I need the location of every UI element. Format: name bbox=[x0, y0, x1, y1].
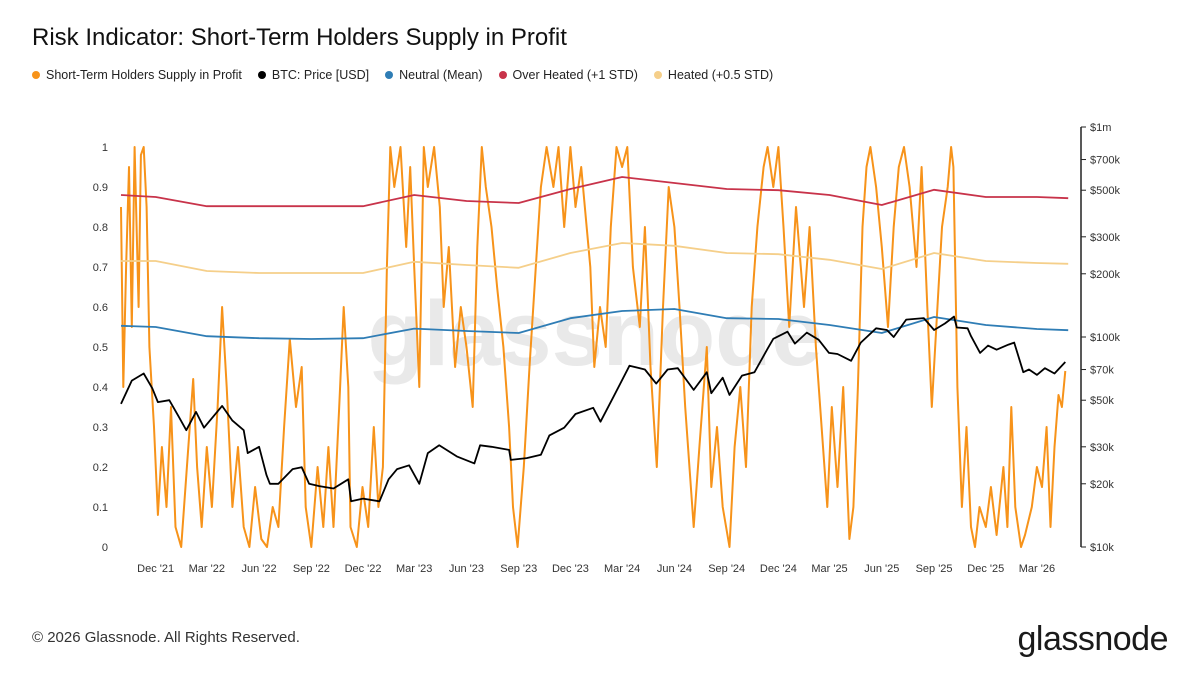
y-left-tick-label: 0.8 bbox=[93, 222, 108, 234]
footer-copyright: © 2026 Glassnode. All Rights Reserved. bbox=[32, 629, 300, 646]
y-right-tick-label: $300k bbox=[1090, 232, 1120, 244]
legend-item-over-heated[interactable]: Over Heated (+1 STD) bbox=[498, 68, 638, 82]
legend-item-heated[interactable]: Heated (+0.5 STD) bbox=[653, 68, 774, 82]
x-tick-label: Jun '24 bbox=[657, 563, 692, 575]
y-left-tick-label: 0.3 bbox=[93, 422, 108, 434]
y-right-tick-label: $700k bbox=[1090, 155, 1120, 167]
legend-dot-red bbox=[498, 71, 507, 79]
x-tick-label: Sep '23 bbox=[500, 563, 537, 575]
right-axis: $10k $20k $30k $50k $70k $100k $200k $300k $500k… bbox=[1080, 122, 1120, 554]
x-tick-label: Mar '23 bbox=[396, 563, 432, 575]
legend-dot-black bbox=[257, 71, 266, 79]
x-tick-label: Jun '22 bbox=[241, 563, 276, 575]
watermark-text: glassnode bbox=[367, 283, 822, 385]
x-tick-label: Dec '23 bbox=[552, 563, 589, 575]
legend-label: Neutral (Mean) bbox=[399, 68, 483, 82]
y-right-tick-label: $200k bbox=[1090, 269, 1120, 281]
legend-label: BTC: Price [USD] bbox=[271, 68, 370, 82]
series-layer bbox=[120, 146, 1069, 548]
x-tick-label: Mar '25 bbox=[811, 563, 847, 575]
x-tick-label: Sep '22 bbox=[293, 563, 330, 575]
series-sth-supply-line bbox=[120, 146, 1067, 548]
legend-label: Short-Term Holders Supply in Profit bbox=[46, 68, 242, 82]
legend-dot-yellow bbox=[653, 71, 662, 79]
x-tick-label: Sep '24 bbox=[708, 563, 745, 575]
x-tick-label: Dec '25 bbox=[967, 563, 1004, 575]
legend-label: Over Heated (+1 STD) bbox=[512, 68, 638, 82]
y-right-tick-label: $70k bbox=[1090, 365, 1114, 377]
y-right-tick-label: $1m bbox=[1090, 122, 1111, 134]
brand-logo: glassnode bbox=[1017, 620, 1168, 658]
chart-legend: Short-Term Holders Supply in Profit BTC:… bbox=[32, 68, 773, 82]
y-right-tick-label: $100k bbox=[1090, 332, 1120, 344]
x-tick-label: Sep '25 bbox=[916, 563, 953, 575]
y-left-tick-label: 0 bbox=[102, 542, 108, 554]
x-tick-label: Mar '24 bbox=[604, 563, 640, 575]
series-btc-price-line bbox=[120, 315, 1066, 503]
y-right-tick-label: $30k bbox=[1090, 442, 1114, 454]
legend-dot-orange bbox=[32, 71, 40, 79]
y-left-tick-label: 0.9 bbox=[93, 182, 108, 194]
x-tick-label: Jun '23 bbox=[449, 563, 484, 575]
y-right-tick-label: $500k bbox=[1090, 185, 1120, 197]
x-tick-label: Mar '26 bbox=[1019, 563, 1055, 575]
x-tick-label: Dec '22 bbox=[345, 563, 382, 575]
x-tick-label: Dec '24 bbox=[760, 563, 797, 575]
x-axis: Dec '21 Mar '22 Jun '22 Sep '22 Dec '22 Mar '… bbox=[137, 563, 1055, 575]
legend-item-sth-supply[interactable]: Short-Term Holders Supply in Profit bbox=[32, 68, 242, 82]
left-axis: 0 0.1 0.2 0.3 0.4 0.5 0.6 0.7 0.8 0.9 1 bbox=[93, 142, 108, 554]
y-left-tick-label: 0.6 bbox=[93, 302, 108, 314]
legend-dot-blue bbox=[385, 71, 394, 79]
y-right-tick-label: $10k bbox=[1090, 542, 1114, 554]
series-heated-line bbox=[121, 242, 1069, 274]
y-left-tick-label: 0.1 bbox=[93, 502, 108, 514]
y-left-tick-label: 0.7 bbox=[93, 262, 108, 274]
x-tick-label: Mar '22 bbox=[189, 563, 225, 575]
x-tick-label: Dec '21 bbox=[137, 563, 174, 575]
y-left-tick-label: 0.5 bbox=[93, 342, 108, 354]
legend-label: Heated (+0.5 STD) bbox=[667, 68, 774, 82]
y-left-tick-label: 1 bbox=[102, 142, 108, 154]
x-tick-label: Jun '25 bbox=[864, 563, 899, 575]
legend-item-neutral-mean[interactable]: Neutral (Mean) bbox=[385, 68, 483, 82]
y-right-tick-label: $20k bbox=[1090, 479, 1114, 491]
y-right-tick-label: $50k bbox=[1090, 395, 1114, 407]
y-left-tick-label: 0.2 bbox=[93, 462, 108, 474]
legend-item-btc-price[interactable]: BTC: Price [USD] bbox=[257, 68, 370, 82]
chart-title: Risk Indicator: Short-Term Holders Suppl… bbox=[32, 24, 567, 51]
series-over-heated-line bbox=[120, 176, 1069, 208]
y-left-tick-label: 0.4 bbox=[93, 382, 108, 394]
